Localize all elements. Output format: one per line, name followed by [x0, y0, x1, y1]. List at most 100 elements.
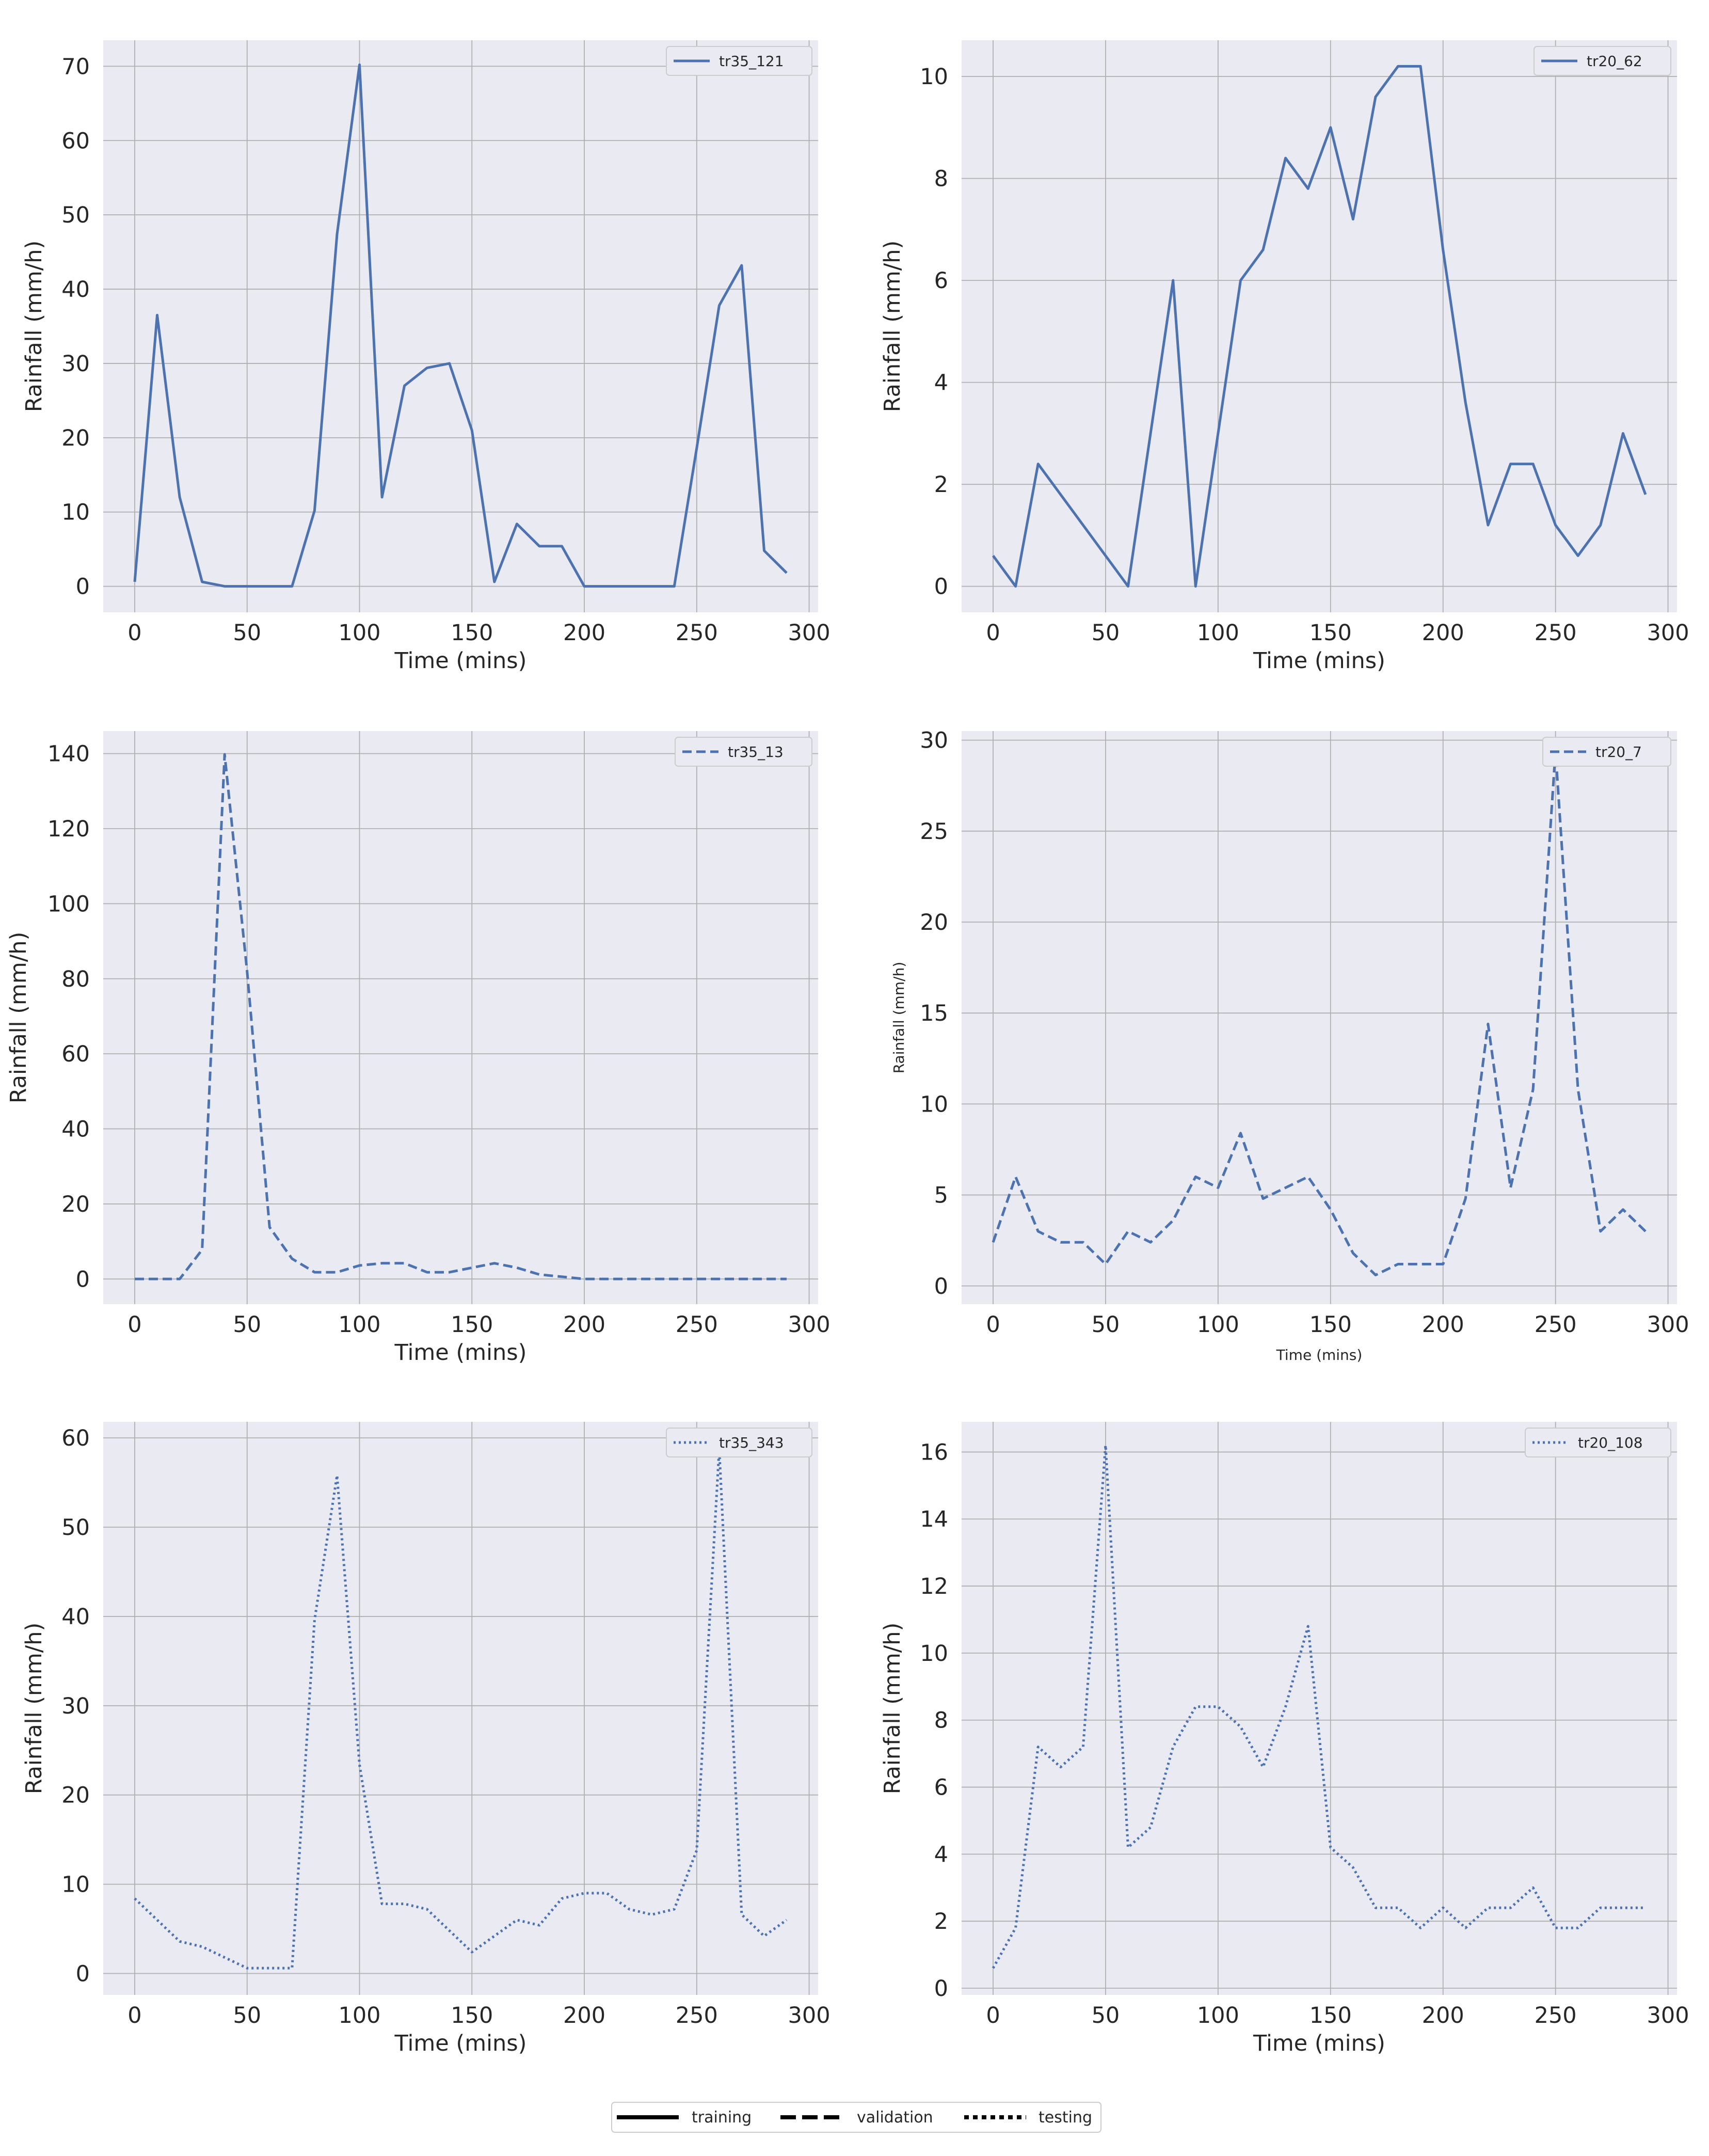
- legend-series-label: tr35_343: [719, 1434, 784, 1451]
- x-tick-label: 0: [127, 1312, 141, 1338]
- y-tick-label: 10: [920, 1091, 948, 1117]
- legend-box: [1542, 737, 1671, 767]
- plot-area: [103, 1422, 818, 1995]
- chart-panel-1: 0 50 100 150 200 250 300 0 10 20 30 40 50 60 70 Time (m…: [21, 40, 830, 674]
- x-tick-label: 300: [788, 2003, 830, 2028]
- chart-panel-3: 0 50 100 150 200 250 300 0 20 40 60 80 100 120 140 Time…: [6, 731, 830, 1366]
- x-tick-label: 250: [676, 620, 718, 646]
- x-tick-label: 250: [1535, 1312, 1577, 1338]
- legend-box: [675, 737, 812, 767]
- x-tick-label: 0: [986, 620, 1000, 646]
- y-tick-label: 8: [934, 166, 948, 192]
- y-tick-label: 0: [934, 1976, 948, 2002]
- x-tick-label: 100: [1197, 620, 1239, 646]
- chart-legend: tr20_7: [1542, 737, 1671, 767]
- chart-legend: tr35_343: [666, 1428, 812, 1457]
- y-tick-label: 140: [47, 741, 90, 767]
- x-tick-label: 200: [563, 1312, 605, 1338]
- x-tick-label: 100: [338, 2003, 380, 2028]
- y-tick-label: 4: [934, 370, 948, 396]
- x-tick-label: 50: [1092, 620, 1120, 646]
- x-tick-label: 250: [676, 2003, 718, 2028]
- y-tick-label: 70: [61, 54, 90, 80]
- x-tick-label: 0: [986, 1312, 1000, 1338]
- x-tick-label: 200: [1422, 620, 1464, 646]
- y-tick-label: 50: [61, 1515, 90, 1541]
- y-tick-label: 6: [934, 268, 948, 294]
- x-tick-label: 150: [451, 2003, 493, 2028]
- chart-panel-6: 0 50 100 150 200 250 300 0 2 4 6 8 10 12 14 16 Time (min…: [880, 1422, 1689, 2056]
- y-tick-label: 12: [920, 1574, 948, 1599]
- y-tick-label: 30: [61, 1693, 90, 1719]
- legend-training-label: training: [692, 2109, 752, 2127]
- y-tick-label: 30: [920, 728, 948, 754]
- y-tick-label: 120: [47, 816, 90, 842]
- plot-area: [103, 731, 818, 1304]
- y-tick-label: 20: [61, 1192, 90, 1217]
- legend-box: [666, 1428, 812, 1457]
- x-tick-label: 100: [338, 620, 380, 646]
- plot-area: [962, 1422, 1677, 1995]
- x-tick-label: 0: [127, 2003, 141, 2028]
- x-tick-label: 100: [338, 1312, 380, 1338]
- y-tick-label: 80: [61, 966, 90, 992]
- y-tick-label: 2: [934, 472, 948, 498]
- x-tick-label: 150: [1309, 2003, 1352, 2028]
- x-axis-title: Time (mins): [1253, 2031, 1385, 2056]
- legend-series-label: tr20_7: [1595, 743, 1642, 760]
- x-tick-label: 200: [1422, 1312, 1464, 1338]
- plot-area: [103, 40, 818, 612]
- x-axis-title: Time (mins): [394, 2031, 527, 2056]
- legend-box: [666, 46, 812, 76]
- y-tick-label: 60: [61, 1041, 90, 1067]
- series-line-tr35_343: [134, 1447, 788, 1970]
- y-tick-label: 40: [61, 1604, 90, 1630]
- x-tick-label: 300: [788, 1312, 830, 1338]
- x-tick-label: 300: [1647, 1312, 1689, 1338]
- y-tick-label: 15: [920, 1001, 948, 1026]
- x-axis-title: Time (mins): [1276, 1346, 1363, 1364]
- y-tick-label: 10: [920, 64, 948, 90]
- y-tick-label: 60: [61, 128, 90, 154]
- y-tick-label: 40: [61, 277, 90, 303]
- x-tick-label: 300: [1647, 620, 1689, 646]
- series-line-tr35_13: [135, 753, 787, 1280]
- y-tick-label: 5: [934, 1183, 948, 1209]
- y-tick-label: 0: [76, 1266, 90, 1292]
- y-tick-label: 60: [61, 1425, 90, 1451]
- chart-legend: tr35_13: [675, 737, 812, 767]
- y-tick-label: 10: [61, 1872, 90, 1898]
- y-axis-title: Rainfall (mm/h): [890, 962, 907, 1074]
- y-axis-title: Rainfall (mm/h): [21, 1623, 47, 1795]
- series-line-tr20_62: [992, 65, 1647, 588]
- chart-panel-5: 0 50 100 150 200 250 300 0 10 20 30 40 50 60 Time (min…: [21, 1422, 830, 2056]
- x-tick-label: 100: [1197, 2003, 1239, 2028]
- y-tick-label: 6: [934, 1775, 948, 1801]
- x-tick-label: 50: [233, 2003, 261, 2028]
- x-tick-label: 250: [1535, 2003, 1577, 2028]
- x-tick-label: 50: [1092, 1312, 1120, 1338]
- x-tick-label: 300: [788, 620, 830, 646]
- x-tick-label: 150: [451, 620, 493, 646]
- y-tick-label: 50: [61, 202, 90, 228]
- x-tick-label: 300: [1647, 2003, 1689, 2028]
- y-tick-label: 30: [61, 351, 90, 377]
- x-tick-label: 100: [1197, 1312, 1239, 1338]
- bottom-legend-box: [611, 2102, 1101, 2133]
- legend-box: [1534, 46, 1671, 76]
- legend-box: [1525, 1428, 1671, 1457]
- y-tick-label: 0: [76, 1961, 90, 1987]
- y-tick-label: 0: [934, 574, 948, 600]
- legend-validation-label: validation: [857, 2109, 933, 2127]
- chart-panel-2: 0 50 100 150 200 250 300 0 2 4 6 8 10 Time (mins) Rain…: [880, 40, 1689, 674]
- x-tick-label: 0: [986, 2003, 1000, 2028]
- x-tick-label: 150: [1309, 1312, 1352, 1338]
- plot-area: [962, 731, 1677, 1304]
- y-tick-label: 4: [934, 1842, 948, 1867]
- x-tick-label: 50: [1092, 2003, 1120, 2028]
- y-tick-label: 20: [61, 425, 90, 451]
- chart-legend: tr20_108: [1525, 1428, 1671, 1457]
- x-axis-title: Time (mins): [1253, 648, 1385, 674]
- y-tick-label: 16: [920, 1439, 948, 1465]
